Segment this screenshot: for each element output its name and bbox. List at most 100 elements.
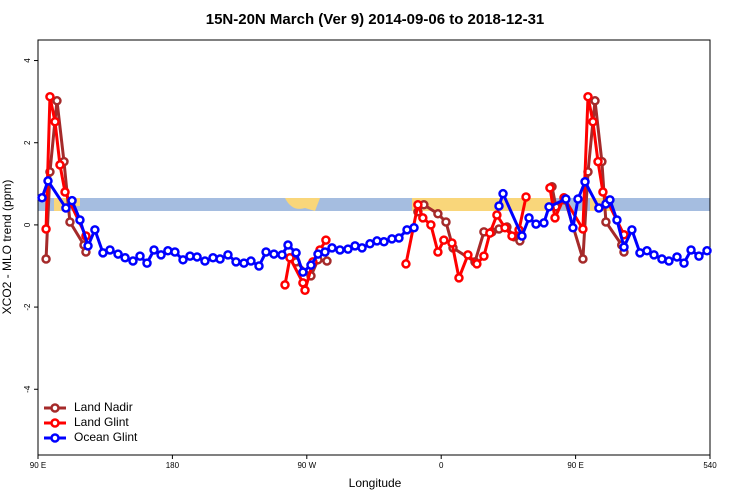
data-point (60, 187, 70, 197)
data-point (409, 223, 419, 233)
data-point (433, 247, 443, 257)
data-point (702, 246, 712, 256)
data-point (605, 195, 615, 205)
data-point (322, 256, 332, 266)
data-point (254, 261, 264, 271)
data-point (394, 233, 404, 243)
data-point (149, 245, 159, 255)
data-point (298, 267, 308, 277)
data-point (672, 252, 682, 262)
data-point (45, 91, 55, 102)
data-point (37, 193, 47, 203)
data-point (90, 225, 100, 235)
data-point (55, 160, 65, 170)
legend-marker (50, 403, 60, 413)
data-point (170, 247, 180, 257)
data-point (498, 188, 508, 199)
data-point (521, 192, 531, 202)
data-point (524, 213, 534, 223)
data-point (156, 250, 166, 260)
data-point (517, 231, 527, 241)
data-point (580, 177, 590, 187)
y-tick-label: 2 (23, 140, 32, 145)
data-point (327, 243, 337, 253)
x-tick-label: 180 (166, 461, 180, 470)
data-point (593, 156, 603, 167)
data-point (105, 245, 115, 255)
data-point (578, 254, 588, 264)
x-tick-label: 0 (439, 461, 444, 470)
y-axis-label: XCO2 - MLO trend (ppm) (0, 180, 14, 315)
data-point (594, 203, 604, 213)
data-point (283, 240, 293, 250)
y-tick-label: -2 (23, 303, 32, 311)
data-point (142, 258, 152, 268)
map-strip (38, 198, 710, 211)
legend-label: Ocean Glint (74, 430, 138, 444)
data-point (627, 225, 637, 235)
data-point (192, 252, 202, 262)
data-point (61, 203, 71, 213)
x-tick-label: 90 E (30, 461, 46, 470)
data-point (128, 256, 138, 266)
data-point (113, 249, 123, 259)
x-tick-label: 90 W (297, 461, 316, 470)
data-point (578, 224, 588, 234)
data-point (694, 251, 704, 261)
data-point (426, 220, 436, 230)
x-tick-label: 540 (703, 461, 717, 470)
data-point (300, 285, 310, 295)
data-point (550, 213, 560, 223)
data-point (335, 245, 345, 255)
data-point (664, 256, 674, 266)
legend-marker (50, 433, 60, 443)
data-point (568, 223, 578, 233)
data-point (291, 248, 301, 258)
data-point (485, 228, 495, 238)
data-point (320, 247, 330, 257)
legend-marker (50, 418, 60, 428)
data-point (321, 235, 331, 245)
data-point (649, 250, 659, 260)
data-point (223, 250, 233, 260)
data-point (246, 256, 256, 266)
data-point (539, 218, 549, 228)
data-point (83, 241, 93, 251)
data-point (439, 235, 449, 245)
data-point (590, 96, 600, 106)
data-point (52, 96, 62, 106)
data-point (447, 238, 457, 248)
data-point (306, 260, 316, 270)
data-point (598, 187, 608, 197)
data-point (413, 200, 423, 210)
data-point (50, 117, 60, 127)
data-point (686, 245, 696, 255)
legend-label: Land Glint (74, 415, 129, 429)
data-point (379, 236, 389, 247)
data-point (269, 249, 279, 259)
land-patch (285, 198, 320, 211)
data-point (215, 254, 225, 264)
data-point (583, 91, 593, 102)
data-point (261, 247, 271, 257)
data-point (500, 223, 510, 233)
data-point (200, 256, 210, 266)
data-point (343, 244, 353, 254)
data-point (285, 253, 295, 263)
data-point (619, 242, 629, 252)
data-point (298, 278, 308, 288)
data-point (573, 194, 583, 204)
data-point (67, 195, 77, 206)
data-point (679, 258, 689, 268)
data-point (588, 117, 598, 127)
data-point (280, 280, 290, 290)
y-tick-label: 0 (23, 222, 32, 227)
land-patch (412, 198, 554, 211)
data-point (463, 250, 473, 260)
data-point (601, 217, 611, 227)
data-point (277, 250, 287, 260)
data-point (43, 176, 53, 186)
y-tick-label: -4 (23, 385, 32, 393)
data-point (401, 259, 411, 269)
